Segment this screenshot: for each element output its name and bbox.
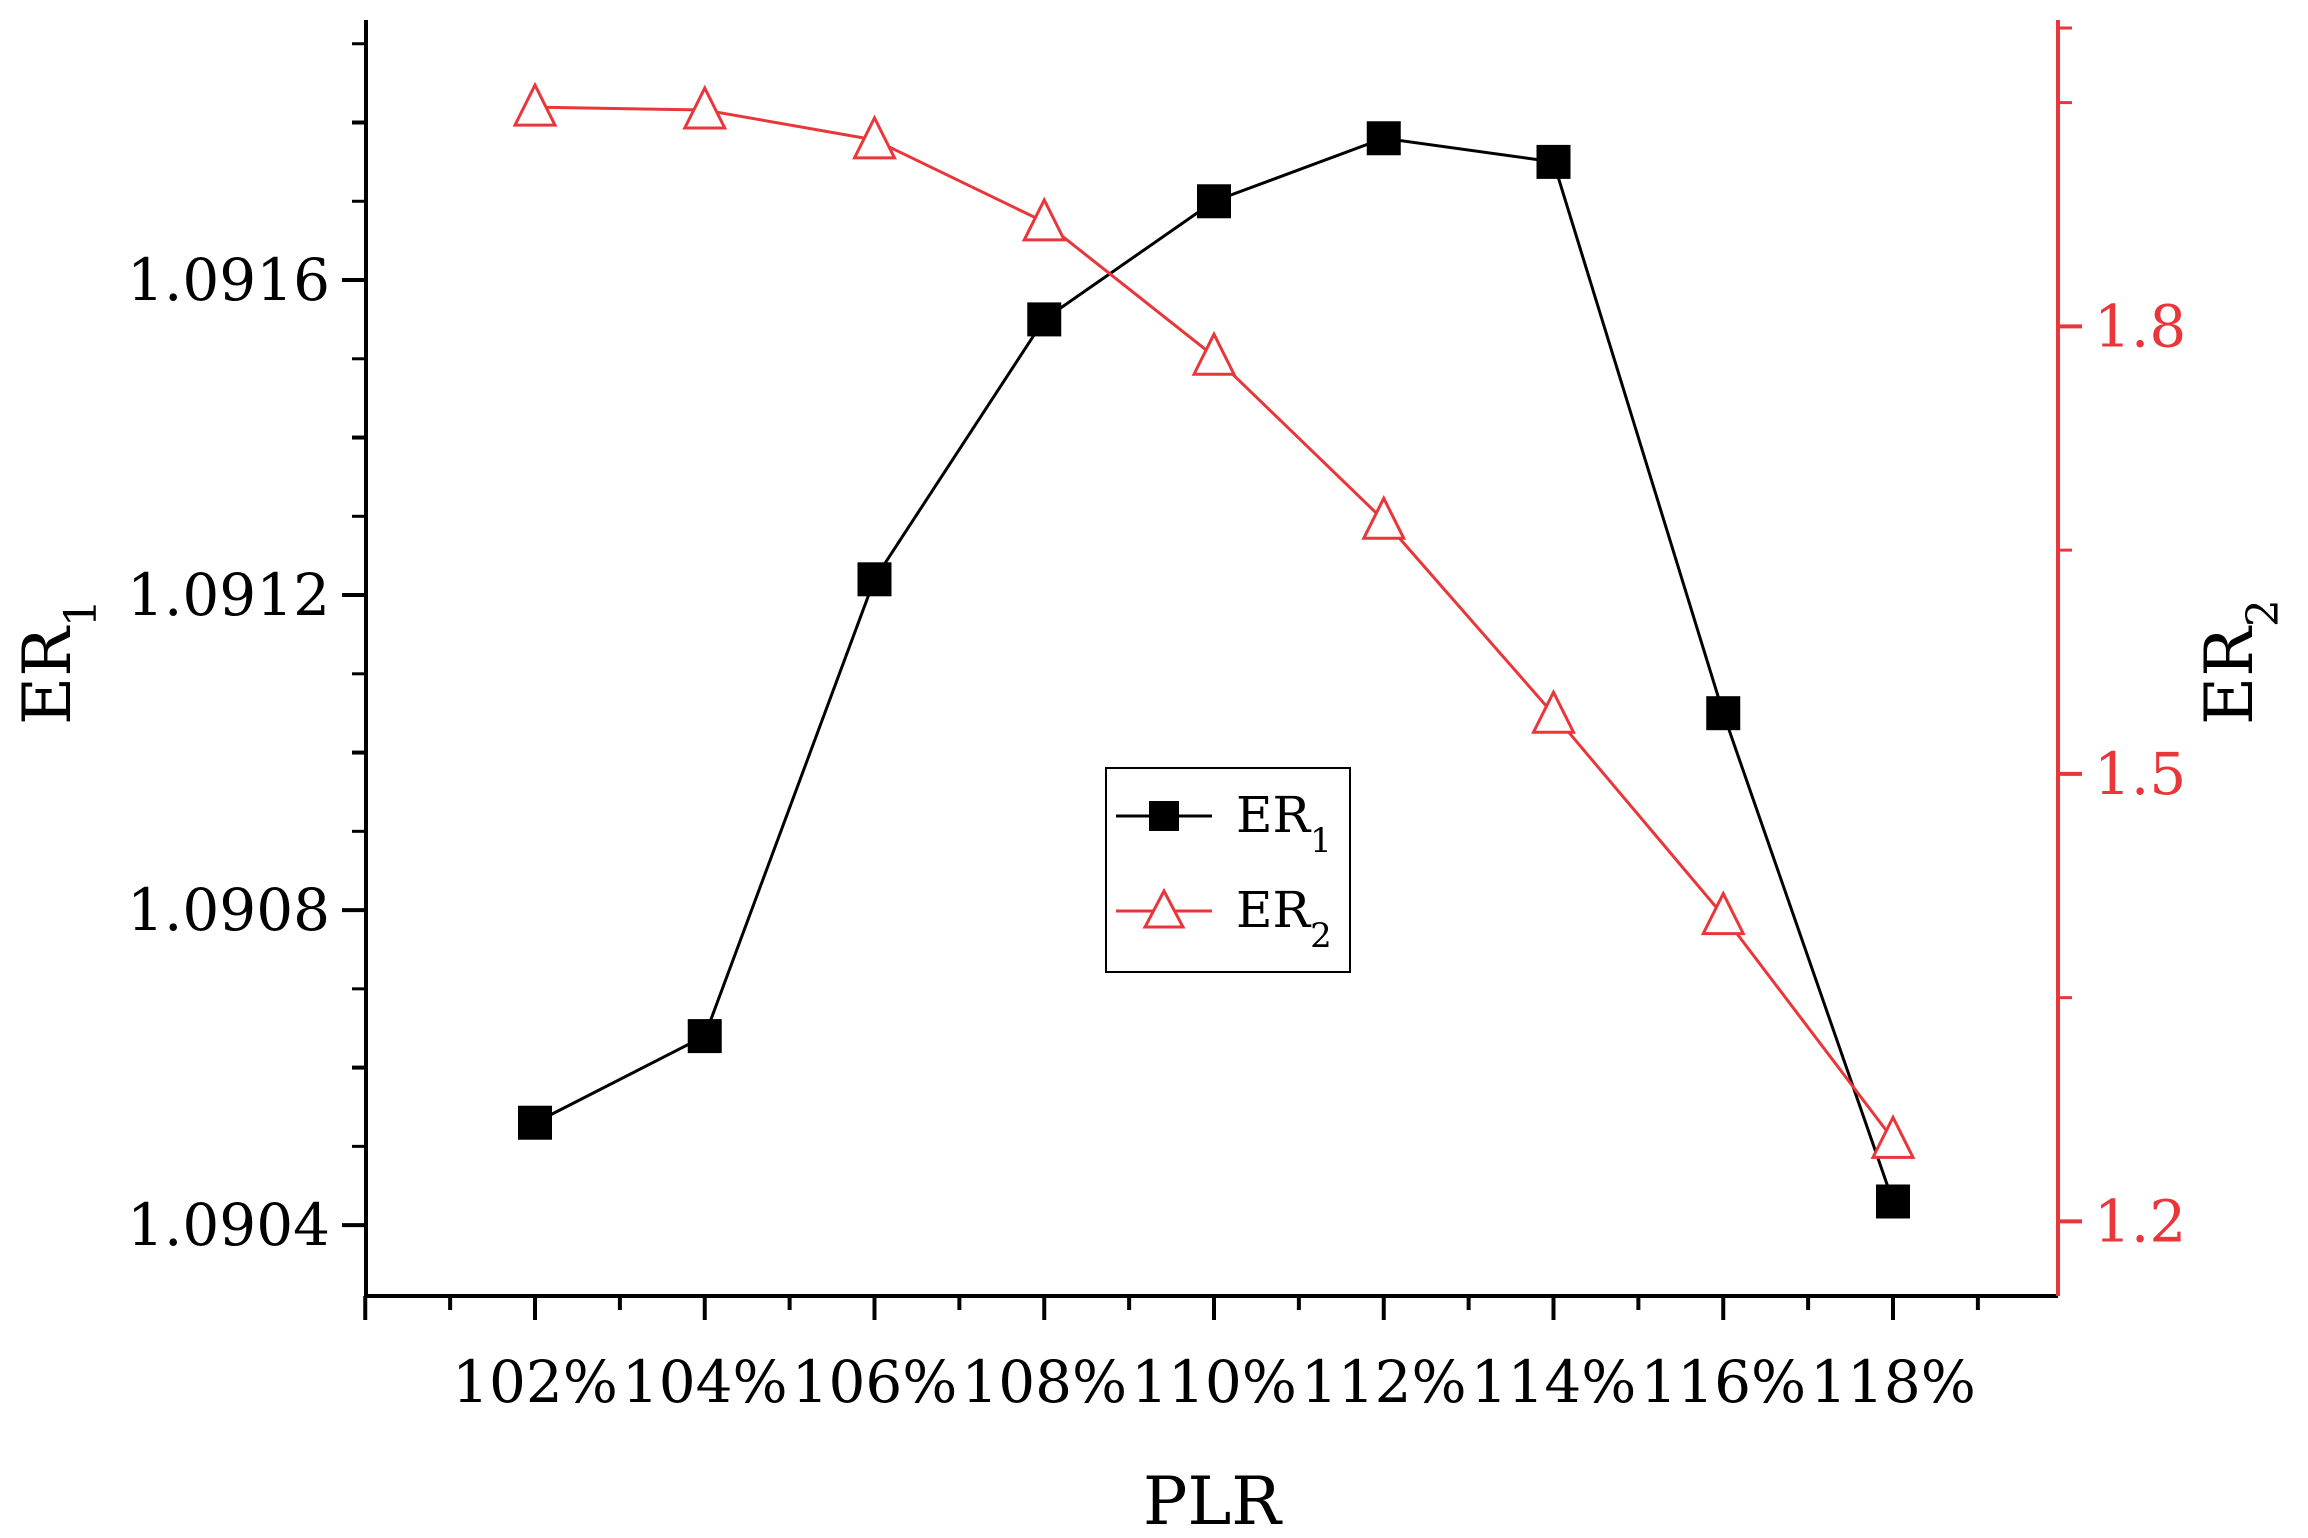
series-2-triangle-marker (1870, 1114, 1916, 1159)
series-1-square-marker (1027, 302, 1062, 337)
series-2-segment (1722, 914, 1895, 1141)
left-y-tick-label: 1.0908 (127, 876, 330, 944)
series-1-segment (1043, 200, 1215, 321)
series-2-segment (873, 138, 1045, 224)
series-1-square-marker (1706, 696, 1741, 731)
series-1-square-marker (1366, 121, 1401, 156)
series-2-triangle-marker (1361, 494, 1407, 540)
series-2-segment (704, 108, 875, 142)
x-tick-label: 110% (1131, 1348, 1297, 1416)
right-y-tick-label: 1.5 (2094, 740, 2186, 808)
x-tick-label: 102% (452, 1348, 618, 1416)
left-y-tick-label: 1.0904 (127, 1191, 330, 1259)
legend-label-1: ER1 (1236, 786, 1332, 861)
series-1-square-marker (1536, 144, 1571, 179)
series-2-triangle-marker (1531, 688, 1576, 734)
series-1-segment (1552, 161, 1725, 714)
series-1-square-marker (687, 1019, 722, 1054)
series-2-triangle-marker (1021, 196, 1067, 242)
legend-label-2: ER2 (1236, 881, 1332, 956)
labels-layer: 1.0904 1.0908 1.0912 1.0916 1.2 1.5 1.8 102% 104… (9, 246, 2289, 1538)
series-1-segment (1721, 712, 1895, 1202)
series-2-segment (534, 105, 705, 112)
series-2-triangle-marker (1191, 330, 1237, 376)
series-2-triangle-marker (1700, 890, 1746, 936)
series-2-triangle-marker (512, 81, 558, 127)
left-y-tick-label: 1.0912 (127, 561, 330, 629)
series-2-triangle-marker (852, 114, 897, 160)
x-tick-label: 118% (1810, 1348, 1976, 1416)
series-1-square-marker (518, 1105, 552, 1140)
series-1-square-marker (857, 562, 892, 597)
x-tick-label: 114% (1471, 1348, 1637, 1416)
series-1-segment (534, 1034, 706, 1125)
series-1-segment (1213, 136, 1385, 203)
series-1-segment (873, 318, 1046, 581)
series-1-segment (703, 578, 876, 1037)
legend-triangle-marker (1142, 887, 1186, 929)
series-1-square-marker (1197, 184, 1231, 219)
series-2-segment (1212, 355, 1385, 522)
x-axis-title: PLR (1143, 1463, 1283, 1538)
legend-box (1105, 767, 1351, 973)
x-tick-label: 108% (961, 1348, 1127, 1416)
series-1-segment (1383, 136, 1554, 164)
series-2-triangle-marker (682, 84, 728, 130)
left-y-tick-label: 1.0916 (127, 246, 330, 314)
right-y-tick-label: 1.8 (2094, 292, 2186, 360)
axes-layer (342, 20, 2082, 1320)
right-y-tick-label: 1.2 (2094, 1187, 2186, 1255)
legend-square-marker (1149, 801, 1179, 831)
right-y-axis-title: ER2 (2191, 599, 2289, 725)
x-tick-label: 116% (1640, 1348, 1806, 1416)
series-lines-layer (534, 105, 1895, 1202)
x-tick-label: 112% (1301, 1348, 1467, 1416)
series-markers-layer (512, 81, 1916, 1219)
series-2-segment (1043, 220, 1215, 358)
series-2-segment (1382, 519, 1555, 716)
left-y-axis-title: ER1 (9, 599, 107, 725)
x-tick-label: 104% (622, 1348, 788, 1416)
series-2-segment (1552, 713, 1725, 917)
x-tick-label: 106% (792, 1348, 958, 1416)
series-1-square-marker (1876, 1184, 1910, 1219)
